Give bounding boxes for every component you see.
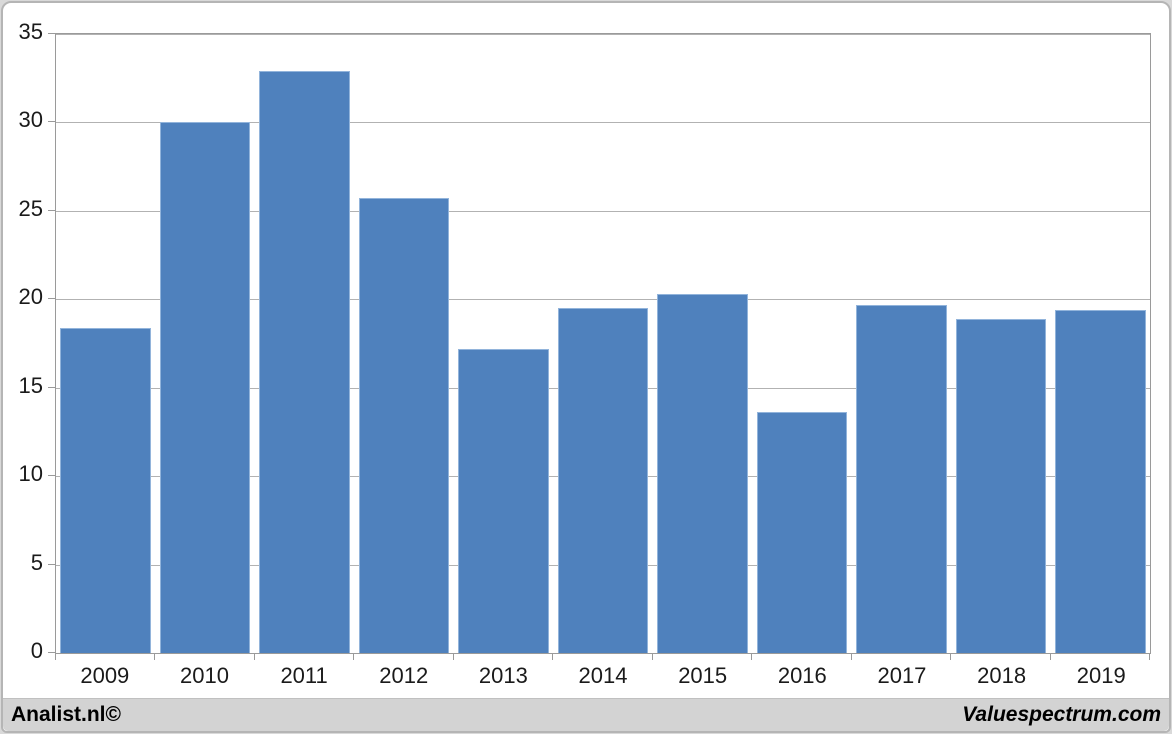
gridline-30 xyxy=(56,122,1150,124)
x-label-2010: 2010 xyxy=(179,663,229,688)
bar-slot-2018 xyxy=(951,34,1050,653)
x-tick-mark-4 xyxy=(452,653,454,660)
x-tick-mark-0 xyxy=(55,653,56,660)
bar-2018 xyxy=(955,318,1047,653)
x-axis-labels: 2009 2010 2011 2012 2013 2014 2015 2016 2017 2018… xyxy=(55,663,1151,689)
x-tick-mark-6 xyxy=(651,653,653,660)
bar-2009 xyxy=(60,327,151,653)
x-tick-mark-7 xyxy=(751,653,753,660)
bar-slot-2014 xyxy=(553,34,652,653)
x-tick-mark-9 xyxy=(950,653,952,660)
gridline-25 xyxy=(56,210,1150,212)
bar-2019 xyxy=(1055,309,1146,653)
x-label-2015: 2015 xyxy=(678,663,728,688)
bar-2010 xyxy=(159,122,251,653)
bar-2016 xyxy=(756,412,848,653)
x-label-2012: 2012 xyxy=(379,663,429,688)
x-label-2014: 2014 xyxy=(578,663,628,688)
y-tick-label-20: 20 xyxy=(18,284,43,310)
y-tick-mark-35 xyxy=(48,33,55,34)
gridline-35 xyxy=(56,34,1150,35)
bar-slot-2009 xyxy=(56,34,155,653)
y-tick-label-0: 0 xyxy=(30,638,43,664)
bar-slot-2019 xyxy=(1051,34,1150,653)
x-label-2009: 2009 xyxy=(80,663,130,688)
x-label-2019: 2019 xyxy=(1076,663,1126,688)
bar-slot-2017 xyxy=(852,34,951,653)
x-tick-mark-10 xyxy=(1049,653,1051,660)
footer-right-brand: Valuespectrum.com xyxy=(962,703,1161,726)
y-tick-mark-15 xyxy=(48,386,55,388)
x-tick-mark-8 xyxy=(850,653,852,660)
x-tick-mark-11 xyxy=(1149,653,1150,660)
y-tick-mark-20 xyxy=(48,298,55,300)
bar-slot-2016 xyxy=(752,34,851,653)
y-tick-mark-25 xyxy=(48,209,55,211)
x-tick-mark-3 xyxy=(353,653,355,660)
x-tick-mark-5 xyxy=(552,653,554,660)
footer-left-brand: Analist.nl© xyxy=(11,703,121,726)
y-tick-label-5: 5 xyxy=(30,549,43,575)
y-tick-label-25: 25 xyxy=(18,195,43,221)
x-label-2011: 2011 xyxy=(280,663,328,688)
y-tick-label-10: 10 xyxy=(18,461,43,487)
y-axis: 0 5 10 15 20 25 30 35 xyxy=(3,21,55,662)
y-tick-label-35: 35 xyxy=(18,19,43,45)
bar-2015 xyxy=(657,293,748,653)
bar-slot-2011 xyxy=(255,34,354,653)
bar-slot-2013 xyxy=(454,34,553,653)
bar-2017 xyxy=(856,304,947,653)
x-axis: 2009 2010 2011 2012 2013 2014 2015 2016 2017 2018… xyxy=(55,653,1151,697)
bar-slot-2015 xyxy=(653,34,752,653)
x-tick-mark-2 xyxy=(253,653,255,660)
y-tick-mark-10 xyxy=(48,475,55,477)
y-tick-label-15: 15 xyxy=(18,372,43,398)
y-tick-mark-30 xyxy=(48,121,55,123)
bars-container xyxy=(56,34,1150,653)
x-label-2018: 2018 xyxy=(977,663,1027,688)
y-tick-mark-5 xyxy=(48,563,55,565)
bar-2013 xyxy=(458,348,549,653)
bar-2011 xyxy=(259,71,350,653)
bar-slot-2010 xyxy=(155,34,254,653)
y-tick-mark-0 xyxy=(48,652,55,653)
x-label-2016: 2016 xyxy=(777,663,827,688)
bar-2014 xyxy=(557,308,649,653)
gridline-20 xyxy=(56,299,1150,301)
x-label-2013: 2013 xyxy=(478,663,528,688)
footer-bar: Analist.nl© Valuespectrum.com xyxy=(3,698,1169,731)
bar-slot-2012 xyxy=(354,34,453,653)
x-tick-mark-1 xyxy=(154,653,156,660)
x-label-2017: 2017 xyxy=(877,663,927,688)
bar-2012 xyxy=(358,198,450,653)
y-tick-label-30: 30 xyxy=(18,107,43,133)
plot-area xyxy=(55,33,1151,654)
